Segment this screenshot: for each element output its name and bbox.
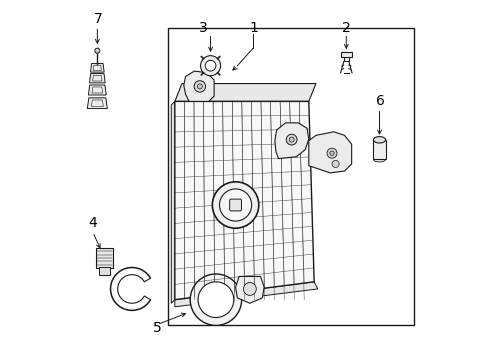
Circle shape (190, 274, 241, 325)
Circle shape (205, 60, 216, 71)
Circle shape (194, 81, 205, 92)
Circle shape (197, 84, 202, 89)
Polygon shape (274, 123, 308, 158)
Circle shape (95, 48, 100, 53)
Polygon shape (88, 85, 106, 95)
Polygon shape (175, 84, 315, 102)
Circle shape (219, 189, 251, 221)
Circle shape (288, 137, 294, 142)
Text: 6: 6 (375, 94, 384, 108)
Circle shape (198, 282, 233, 318)
Circle shape (329, 151, 333, 156)
Polygon shape (87, 98, 107, 109)
Bar (95, 248, 113, 267)
Bar (167, 28, 413, 325)
Text: 4: 4 (88, 216, 97, 230)
Circle shape (331, 160, 339, 167)
Polygon shape (308, 132, 351, 173)
Text: 1: 1 (248, 21, 257, 35)
Polygon shape (175, 282, 317, 307)
Bar (340, 53, 351, 57)
Bar (99, 267, 110, 275)
Polygon shape (89, 73, 105, 83)
Text: 3: 3 (199, 21, 207, 35)
Text: 2: 2 (341, 21, 350, 35)
Text: 7: 7 (94, 12, 102, 26)
Circle shape (285, 134, 296, 145)
FancyBboxPatch shape (229, 199, 241, 211)
Circle shape (200, 56, 220, 76)
Bar (343, 57, 348, 62)
Polygon shape (90, 64, 104, 72)
Polygon shape (175, 102, 313, 300)
Ellipse shape (373, 136, 385, 143)
Polygon shape (235, 276, 264, 303)
Ellipse shape (373, 157, 385, 162)
Text: 5: 5 (152, 321, 161, 335)
Bar (373, 140, 385, 159)
Polygon shape (183, 71, 214, 102)
Circle shape (326, 148, 336, 158)
Circle shape (243, 283, 256, 296)
Polygon shape (171, 102, 175, 303)
Circle shape (212, 182, 258, 228)
